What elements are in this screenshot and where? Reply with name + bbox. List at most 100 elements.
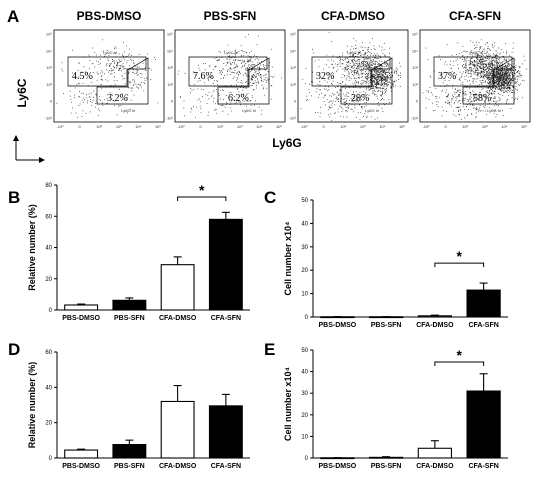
flow-y-tick: 0 [294,99,297,104]
category-label: PBS-SFN [114,315,145,322]
bar-chart-d: D 0 20 40 60 Relative number (%) PBS-DMSO PBS-S… [8,340,250,470]
flow-y-tick: 10² [412,82,418,87]
ly6c-gate-label: Ly6C hi [224,50,238,55]
flow-y-axis-title: Ly6C [15,78,29,107]
y-tick-label: 40 [301,370,308,376]
bar-cfa-dmso [417,315,452,318]
ly6g-percentage: 29% [351,93,369,104]
bar-chart-c: C 0 10 20 30 40 50 Cell number x10⁴ PBS-DMSO PBS-… [264,188,508,329]
flow-events [56,39,159,118]
ly6c-percentage: 37% [438,71,456,82]
y-tick-label: 80 [45,183,52,189]
flow-events [177,34,282,118]
y-tick-label: 10 [301,434,308,440]
flow-x-tick: -10² [300,124,308,129]
flow-plot-frame [419,29,531,123]
y-tick-label: 40 [45,246,52,252]
ly6c-hi-gate [433,56,513,87]
flow-y-tick: -10² [45,116,53,121]
category-label: CFA-SFN [468,463,498,470]
flow-y-tick: 10² [46,82,52,87]
flow-y-tick: 10³ [167,65,173,70]
category-label: CFA-SFN [211,315,241,322]
flow-plot-title: PBS-SFN [204,9,257,23]
flow-x-axis-title: Ly6G [272,136,302,150]
ly6c-hi-gate [188,56,268,87]
flow-x-tick: 10³ [116,124,122,129]
flow-x-tick: 10³ [237,124,243,129]
category-label: CFA-SFN [468,322,498,329]
category-label: PBS-DMSO [62,315,100,322]
bar-pbs-sfn [368,456,404,459]
y-axis-label: Relative number (%) [27,204,37,291]
y-axis-label: Cell number x10⁴ [283,222,293,296]
ly6g-percentage: 6.2% [228,93,249,104]
bar-cfa-sfn [466,390,501,459]
flow-plot-4: CFA-SFN 10⁵ 10⁴ 10³ 10² 0 -10²-10² 0 10² 10³ 10⁴ 10… [411,9,531,129]
flow-y-tick: -10² [411,116,419,121]
ly6g-hi-gate [217,57,270,105]
bar-cfa-sfn [208,405,243,459]
y-tick-label: 20 [301,413,308,419]
panel-letter-b: B [8,188,20,207]
y-axis-label: Relative number (%) [27,362,37,449]
ly6g-gate-label: Ly6G hi [242,108,256,113]
ly6g-gate-label: Ly6G hi [487,108,501,113]
y-tick-label: 50 [301,198,308,204]
flow-y-tick: -10² [289,116,297,121]
flow-x-tick: -10² [422,124,430,129]
flow-x-tick: 10⁵ [521,124,527,129]
flow-y-tick: 10⁴ [290,48,296,53]
flow-y-tick: 0 [416,99,419,104]
bar-pbs-dmso [320,316,355,319]
bar-cfa-dmso [417,447,452,459]
y-tick-label: 20 [301,268,308,274]
flow-y-tick: 10² [167,82,173,87]
bar-pbs-dmso [64,304,99,311]
y-tick-label: 0 [305,315,309,321]
flow-events [300,31,401,121]
ly6c-gate-label: Ly6C hi [103,50,117,55]
ly6g-gate-label: Ly6G hi [121,108,135,113]
panel-letter-d: D [8,340,20,359]
ly6c-percentage: 32% [316,71,334,82]
flow-x-tick: -10² [177,124,185,129]
flow-y-tick: 10² [290,82,296,87]
flow-x-tick: 10⁵ [276,124,282,129]
flow-plot-frame [297,29,409,123]
ly6g-hi-gate [340,57,393,105]
ly6g-hi-gate [96,57,149,105]
category-label: CFA-DMSO [159,463,197,470]
flow-plot-2: PBS-SFN 10⁵ 10⁴ 10³ 10² 0 -10²-10² 0 10² 10³ 10⁴ 10… [166,9,286,129]
y-tick-label: 30 [301,245,308,251]
ly6c-gate-label: Ly6C hi [347,50,361,55]
y-tick-label: 50 [301,348,308,354]
ly6g-hi-gate [462,57,515,105]
flow-x-tick: 10³ [360,124,366,129]
flow-y-tick: 10³ [46,65,52,70]
flow-y-tick: 10⁴ [412,48,418,53]
y-tick-label: 30 [301,391,308,397]
significance-star: * [457,248,463,264]
flow-events [422,39,528,120]
category-label: PBS-SFN [371,463,402,470]
flow-x-tick: 0 [444,124,447,129]
flow-plot-frame [53,29,165,123]
bar-charts: B 0 20 40 60 80 Relative number (%) PBS-DMSO PBS… [8,182,508,470]
category-label: CFA-DMSO [416,463,454,470]
flow-x-tick: 10² [96,124,102,129]
ly6g-percentage: 3.2% [107,93,128,104]
bar-chart-e: E 0 10 20 30 40 50 Cell number x10⁴ PBS-DMSO PBS-… [264,340,508,470]
bar-cfa-sfn [466,289,501,318]
bar-pbs-sfn [368,316,404,319]
flow-plot-title: CFA-DMSO [321,9,385,23]
flow-y-tick: 10⁵ [167,32,173,37]
flow-plot-3: CFA-DMSO 10⁵ 10⁴ 10³ 10² 0 -10²-10² 0 10² 10³ 10⁴ 1… [289,9,409,129]
panel-letter-a: A [7,7,19,26]
flow-y-tick: 10⁵ [46,32,52,37]
ly6c-hi-gate [311,56,391,87]
flow-x-tick: 10² [462,124,468,129]
flow-x-tick: 0 [322,124,325,129]
